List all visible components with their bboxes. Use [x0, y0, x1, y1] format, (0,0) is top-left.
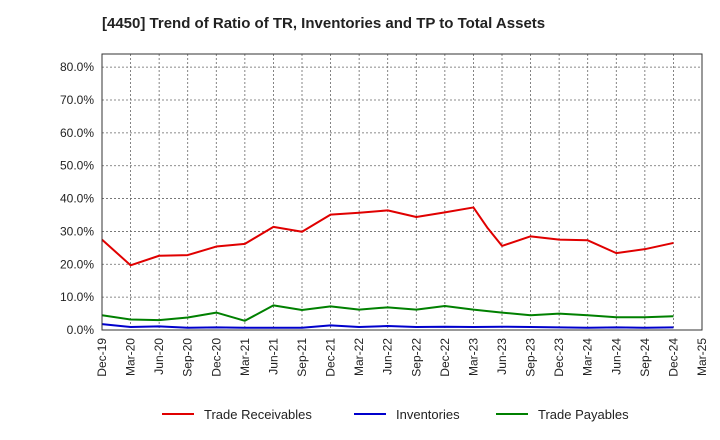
series-line: [101, 304, 674, 322]
x-tick-label: Sep-21: [295, 338, 309, 377]
legend-label: Trade Payables: [538, 407, 629, 422]
series-line: [101, 206, 674, 267]
x-tick-label: Jun-24: [609, 338, 623, 375]
x-tick-label: Sep-24: [638, 338, 652, 377]
series-lines: [101, 206, 674, 329]
legend: Trade Receivables Inventories Trade Payabl…: [162, 407, 629, 422]
y-tick-label: 50.0%: [60, 159, 94, 173]
y-tick-label: 70.0%: [60, 93, 94, 107]
x-tick-label: Mar-21: [238, 338, 252, 376]
x-tick-label: Mar-24: [581, 338, 595, 376]
chart-title: [4450] Trend of Ratio of TR, Inventories…: [102, 15, 546, 32]
x-tick-label: Mar-25: [695, 338, 709, 376]
x-tick-label: Jun-21: [266, 338, 280, 375]
x-tick-label: Sep-20: [181, 338, 195, 377]
y-tick-label: 20.0%: [60, 257, 94, 271]
x-tick-label: Jun-23: [495, 338, 509, 375]
y-tick-label: 0.0%: [67, 323, 95, 337]
x-tick-label: Dec-22: [438, 338, 452, 377]
x-tick-label: Dec-23: [552, 338, 566, 377]
x-tick-label: Dec-21: [324, 338, 338, 377]
x-tick-label: Mar-22: [352, 338, 366, 376]
x-tick-label: Jun-20: [152, 338, 166, 375]
y-tick-label: 80.0%: [60, 60, 94, 74]
x-tick-label: Jun-22: [381, 338, 395, 375]
y-tick-label: 40.0%: [60, 192, 94, 206]
x-tick-label: Mar-23: [466, 338, 480, 376]
series-line: [101, 323, 674, 329]
x-tick-label: Dec-24: [666, 338, 680, 377]
x-tick-label: Dec-19: [95, 338, 109, 377]
x-tick-label: Sep-22: [409, 338, 423, 377]
y-tick-label: 30.0%: [60, 224, 94, 238]
legend-label: Inventories: [396, 407, 460, 422]
x-tick-label: Dec-20: [209, 338, 223, 377]
grid: [101, 54, 703, 331]
y-tick-label: 10.0%: [60, 290, 94, 304]
y-tick-label: 60.0%: [60, 126, 94, 140]
x-tick-label: Sep-23: [524, 338, 538, 377]
legend-label: Trade Receivables: [204, 407, 312, 422]
x-tick-label: Mar-20: [124, 338, 138, 376]
axes: 0.0% 10.0% 20.0% 30.0% 40.0% 50.0% 60.0% 70.0% 8…: [60, 53, 709, 377]
plot-border: [101, 53, 703, 331]
